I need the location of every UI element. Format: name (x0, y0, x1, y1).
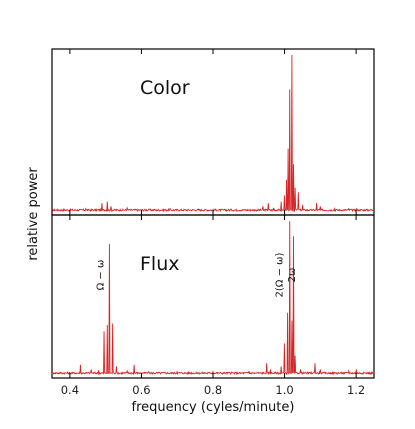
y-axis-label: relative power (26, 167, 41, 261)
panel-flux: Flux Ω − ω 2(Ω − ω) 2ω (51, 214, 375, 379)
x-tick-label: 1.2 (347, 383, 365, 397)
x-tick-label: 0.6 (132, 383, 150, 397)
panel-title-flux: Flux (140, 253, 180, 275)
x-tick-label: 1.0 (275, 383, 293, 397)
x-tick-labels: 0.4 0.6 0.8 1.0 1.2 (61, 383, 366, 397)
panel-color-ticks (69, 49, 357, 215)
x-tick-label: 0.4 (61, 383, 79, 397)
series-line-flux (51, 220, 375, 376)
panel-flux-annotations: Ω − ω 2(Ω − ω) 2ω (95, 252, 297, 297)
annotation-label: 2(Ω − ω) (274, 252, 285, 297)
panel-flux-ticks (69, 215, 357, 378)
x-tick-label: 0.8 (204, 383, 222, 397)
panel-title-color: Color (140, 77, 190, 99)
annotation-label: Ω − ω (95, 260, 106, 291)
annotation-label: 2ω (287, 268, 298, 283)
x-axis-label: frequency (cyles/minute) (132, 400, 295, 415)
